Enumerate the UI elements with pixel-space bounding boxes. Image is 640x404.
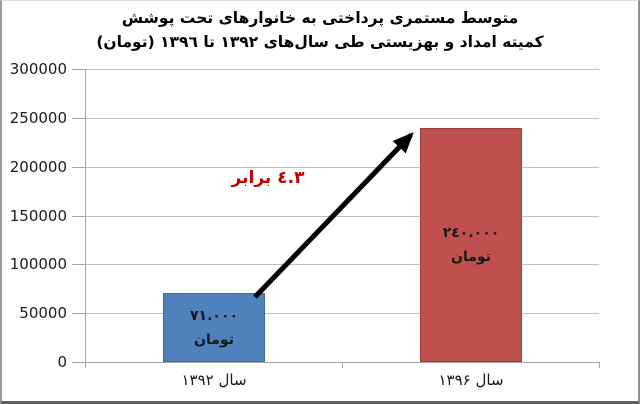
y-axis-tick (72, 313, 85, 314)
x-axis-category-label: سال ۱۳۹۶ (438, 371, 504, 389)
gridline (85, 313, 599, 314)
bar-value-label: ۲٤۰.۰۰۰ (442, 225, 500, 241)
bar-value-label: تومان (194, 331, 234, 348)
x-axis-tick (599, 362, 600, 368)
growth-annotation: ۳.٤ برابر (231, 168, 305, 188)
y-axis-tick-label: 100000 (9, 255, 67, 273)
y-axis-tick (72, 118, 85, 119)
x-axis-category-label: سال ۱۳۹۲ (181, 371, 247, 389)
y-axis-tick (72, 264, 85, 265)
y-axis-tick-label: 0 (57, 353, 67, 371)
chart-title-line-1: متوسط مستمری پرداختی به خانوارهای تحت پو… (121, 9, 519, 27)
y-axis-tick (72, 216, 85, 217)
gridline (85, 118, 599, 119)
chart-title-line-2: کمیته امداد و بهزیستی طی سال‌های ۱۳۹۲ تا… (96, 33, 544, 51)
y-axis-tick (72, 167, 85, 168)
y-axis-tick-label: 200000 (9, 158, 67, 176)
y-axis-tick-label: 250000 (9, 109, 67, 127)
y-axis-line (85, 69, 86, 362)
bar-سال-۱۳۹۶: ۲٤۰.۰۰۰ تومان (420, 128, 522, 362)
y-axis-tick (72, 362, 85, 363)
bar-value-label: تومان (451, 249, 491, 265)
chart-title: متوسط مستمری پرداختی به خانوارهای تحت پو… (2, 6, 638, 54)
x-axis-tick (342, 362, 343, 368)
y-axis-tick-label: 50000 (19, 304, 67, 322)
bar-value-label: ۷۱.۰۰۰ (189, 307, 239, 324)
bar-سال-۱۳۹۲: ۷۱.۰۰۰ تومان (163, 293, 265, 362)
gridline (85, 69, 599, 70)
x-axis-tick (85, 362, 86, 368)
y-axis-tick-label: 150000 (9, 207, 67, 225)
y-axis-tick-label: 300000 (9, 60, 67, 78)
y-axis-tick (72, 69, 85, 70)
